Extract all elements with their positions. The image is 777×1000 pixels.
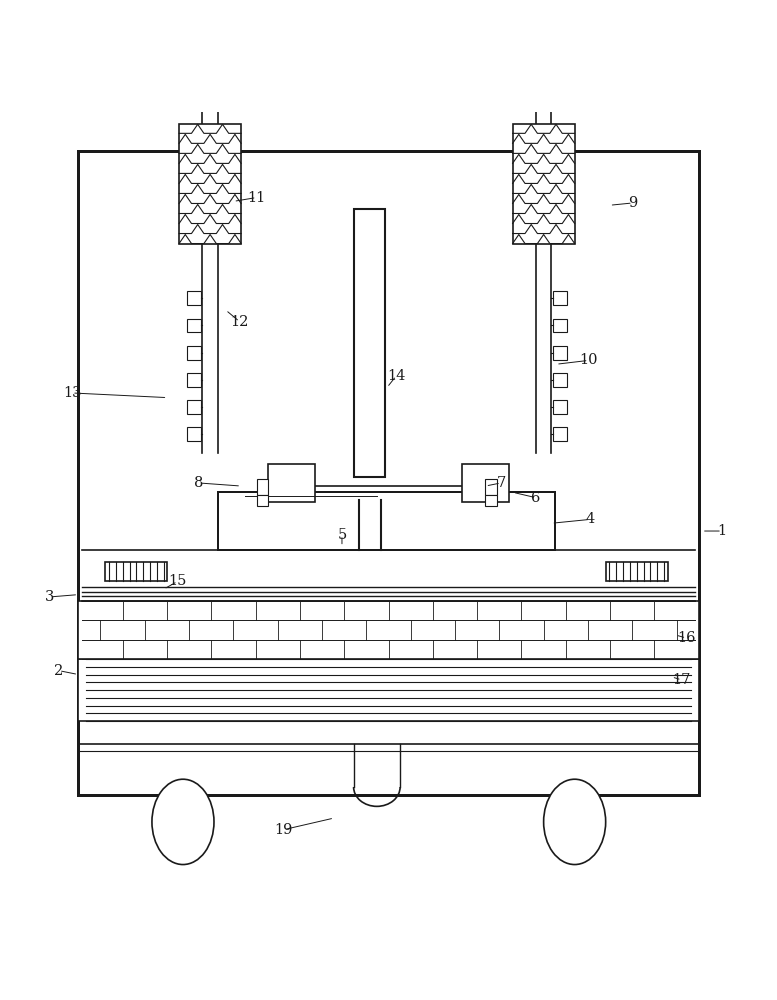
Bar	[553, 346, 567, 360]
Text: 5: 5	[337, 528, 347, 542]
Bar	[256, 479, 268, 495]
Text: 14: 14	[387, 369, 406, 383]
Text: 1: 1	[717, 524, 726, 538]
Bar	[186, 346, 200, 360]
Bar	[486, 479, 497, 495]
Bar	[186, 319, 200, 332]
Bar	[78, 151, 699, 795]
Text: 16: 16	[677, 631, 695, 645]
Text: 19: 19	[274, 823, 293, 837]
Bar	[256, 495, 268, 506]
Bar	[186, 427, 200, 441]
Bar	[186, 400, 200, 414]
Text: 7: 7	[497, 476, 506, 490]
Bar	[462, 464, 509, 502]
Text: 2: 2	[54, 664, 64, 678]
Bar	[553, 291, 567, 305]
Bar	[179, 124, 241, 244]
Bar	[264, 486, 505, 500]
Text: 6: 6	[531, 491, 541, 505]
Bar	[605, 562, 667, 581]
Text: 10: 10	[580, 353, 598, 367]
Ellipse shape	[544, 779, 605, 865]
Bar	[354, 209, 385, 477]
Bar	[486, 495, 497, 506]
Bar	[186, 291, 200, 305]
Text: 3: 3	[45, 590, 54, 604]
Bar	[218, 492, 556, 550]
Bar	[553, 319, 567, 332]
Bar	[78, 659, 699, 721]
Text: 4: 4	[586, 512, 594, 526]
Bar	[513, 124, 575, 244]
Text: 15: 15	[169, 574, 186, 588]
Bar	[553, 400, 567, 414]
Text: 8: 8	[193, 476, 203, 490]
Text: 17: 17	[673, 673, 691, 687]
Text: 12: 12	[231, 315, 249, 329]
Bar	[553, 373, 567, 387]
Text: 9: 9	[628, 196, 637, 210]
Bar	[106, 562, 168, 581]
Bar	[553, 427, 567, 441]
Ellipse shape	[152, 779, 214, 865]
Bar	[186, 373, 200, 387]
Bar	[78, 601, 699, 659]
Text: 13: 13	[63, 386, 82, 400]
Text: 11: 11	[248, 191, 266, 205]
Bar	[268, 464, 315, 502]
